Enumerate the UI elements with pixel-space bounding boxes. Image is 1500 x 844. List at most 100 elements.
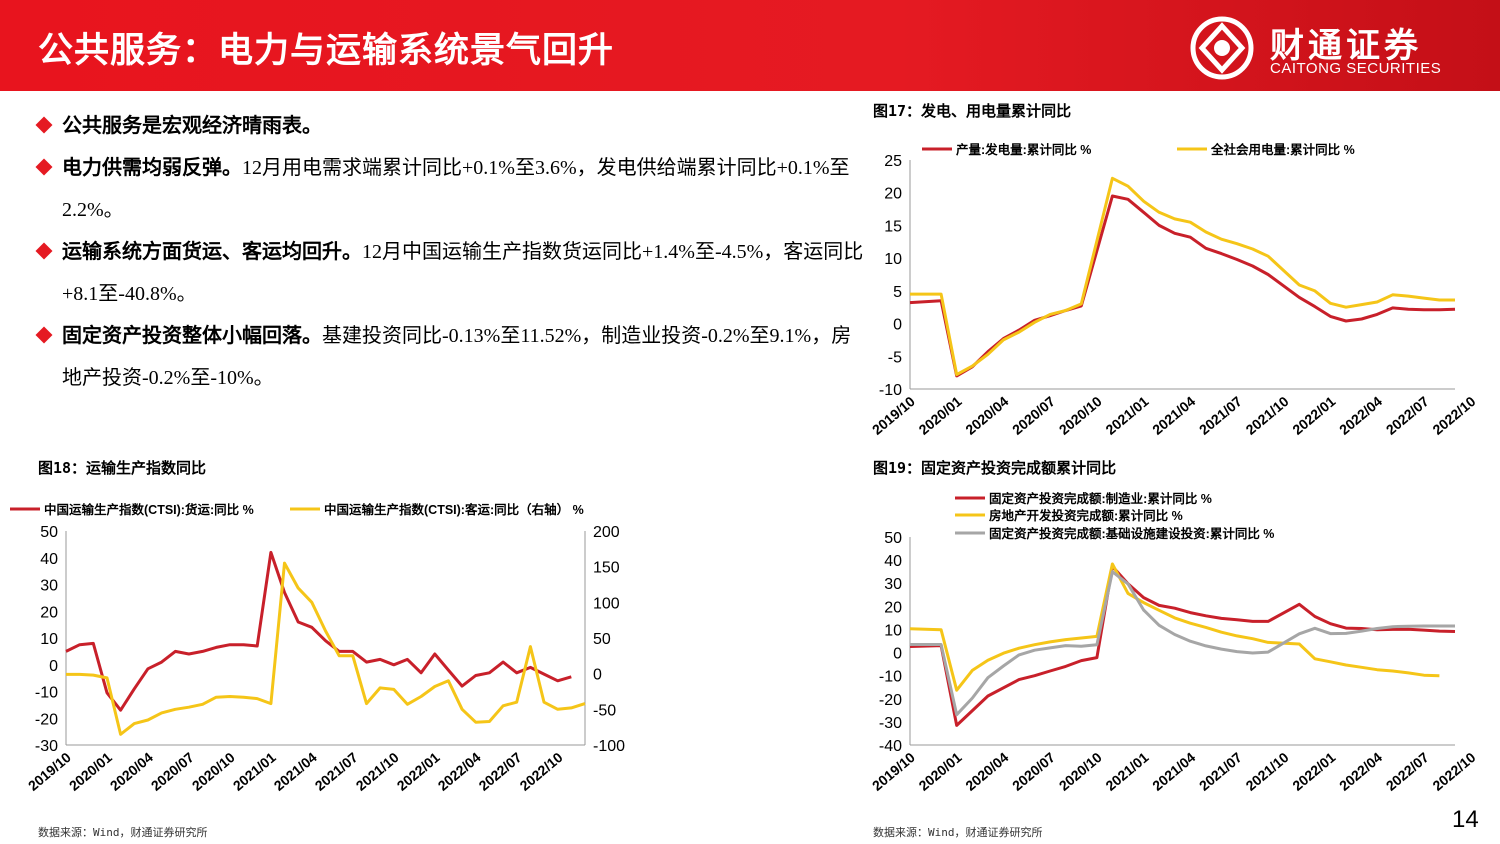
fig18-y-tick-label: -10 [35,685,58,702]
fig18-legend-label: 中国运输生产指数(CTSI):货运:同比 % [44,502,254,517]
fig17-y-tick-label: 25 [884,153,902,170]
fig17-x-tick-label: 2020/10 [1056,393,1105,438]
source-note-left: 数据来源：Wind，财通证券研究所 [38,826,208,839]
fig17-y-tick-label: 15 [884,218,902,235]
fig19-x-tick-label: 2019/10 [869,749,918,794]
fig18-y2-tick-label: 50 [593,631,611,648]
bullet-heading: 电力供需均弱反弹。 [62,155,242,179]
fig17-legend-label: 全社会用电量:累计同比 % [1210,142,1355,157]
fig18-x-tick-label: 2019/10 [25,749,74,794]
fig18-y2-tick-label: 200 [593,524,620,541]
fig19-x-tick-label: 2022/04 [1336,749,1385,794]
fig19-legend-label: 固定资产投资完成额:制造业:累计同比 % [989,491,1212,506]
fig17-x-tick-label: 2020/07 [1009,393,1058,438]
fig18-series-line [66,561,586,736]
brand-logo: 财通证券 CAITONG SECURITIES [1190,14,1490,84]
fig18-x-tick-label: 2022/07 [476,749,525,794]
fig18-y-tick-label: 40 [40,551,58,568]
fig19-title: 图19：固定资产投资完成额累计同比 [873,459,1117,477]
header-bar: 公共服务：电力与运输系统景气回升 财通证券 CAITONG SECURITIES [0,0,1500,91]
fig18-y2-tick-label: -50 [593,702,616,719]
fig18-series-line [65,550,572,712]
fig18-y2-tick-label: 0 [593,667,602,684]
fig19-x-tick-label: 2022/01 [1289,749,1338,794]
fig18-legend-label: 中国运输生产指数(CTSI):客运:同比（右轴） % [324,502,584,517]
fig17-x-tick-label: 2020/04 [962,393,1011,438]
fig17-x-tick-label: 2022/07 [1383,393,1432,438]
fig19-y-tick-label: 40 [884,553,902,570]
fig18-x-tick-label: 2020/01 [66,749,115,794]
fig18-x-tick-label: 2022/10 [517,749,566,794]
fig19-y-tick-label: 20 [884,599,902,616]
fig18-x-tick-label: 2020/10 [189,749,238,794]
fig18-y-tick-label: 50 [40,524,58,541]
fig19-y-tick-label: 50 [884,530,902,547]
fig17-x-tick-label: 2021/01 [1102,393,1151,438]
fig19-x-tick-label: 2020/10 [1056,749,1105,794]
fig17-title: 图17：发电、用电量累计同比 [873,102,1072,120]
fig17-y-tick-label: 5 [893,284,902,301]
fig19-y-tick-label: -40 [879,738,902,755]
fig18-y-tick-label: -20 [35,711,58,728]
bullet-body: 12月中国运输生产指数货运同比+1.4%至-4.5%，客运同比+8.1至-40.… [62,241,864,305]
fig17-x-tick-label: 2021/10 [1243,393,1292,438]
fig19-x-tick-label: 2021/07 [1196,749,1245,794]
fig17-x-tick-label: 2022/01 [1289,393,1338,438]
fig18-x-tick-label: 2021/10 [353,749,402,794]
bullet-body: 12月用电需求端累计同比+0.1%至3.6%，发电供给端累计同比+0.1%至2.… [62,157,850,221]
page-number: 14 [1452,806,1479,833]
fig17-legend-label: 产量:发电量:累计同比 % [956,142,1091,157]
fig17-y-tick-label: 0 [893,317,902,334]
fig18-y-tick-label: -30 [35,738,58,755]
bullet-heading: 固定资产投资整体小幅回落。 [62,323,322,347]
page-title: 公共服务：电力与运输系统景气回升 [38,31,615,71]
fig18-y-tick-label: 20 [40,604,58,621]
fig17-x-tick-label: 2020/01 [916,393,965,438]
fig17-y-tick-label: 20 [884,186,902,203]
fig19-series-line [909,562,1440,692]
fig19-legend-label: 固定资产投资完成额:基础设施建设投资:累计同比 % [989,526,1274,541]
fig18-x-tick-label: 2021/07 [312,749,361,794]
fig19-y-tick-label: -20 [879,692,902,709]
fig19-y-tick-label: -30 [879,715,902,732]
fig19-x-tick-label: 2021/04 [1149,749,1198,794]
fig18-y2-tick-label: 150 [593,560,620,577]
fig19-x-tick-label: 2022/07 [1383,749,1432,794]
bullet-body: 基建投资同比-0.13%至11.52%，制造业投资-0.2%至9.1%，房地产投… [62,325,852,389]
fig19-x-tick-label: 2020/01 [916,749,965,794]
fig19-x-tick-label: 2022/10 [1429,749,1478,794]
fig19-x-tick-label: 2020/04 [962,749,1011,794]
summary-bullets: 公共服务是宏观经济晴雨表。 电力供需均弱反弹。12月用电需求端累计同比+0.1%… [35,105,866,399]
fig19-x-tick-label: 2020/07 [1009,749,1058,794]
fig18-x-tick-label: 2022/04 [435,749,484,794]
fig18-y-tick-label: 0 [49,658,58,675]
fig19-series-line [910,570,1455,717]
fig17-y-tick-label: -5 [888,349,902,366]
fig18-y2-tick-label: -100 [593,738,625,755]
fig17-y-tick-label: -10 [879,382,902,399]
fig18-y-tick-label: 10 [40,631,58,648]
bullet-item: 运输系统方面货运、客运均回升。12月中国运输生产指数货运同比+1.4%至-4.5… [35,231,866,315]
fig17-y-tick-label: 10 [884,251,902,268]
fig19-y-tick-label: 10 [884,622,902,639]
fig17-series-line [910,176,1455,377]
fig18-x-tick-label: 2021/04 [271,749,320,794]
logo-english-name: CAITONG SECURITIES [1270,60,1442,77]
bullet-item: 电力供需均弱反弹。12月用电需求端累计同比+0.1%至3.6%，发电供给端累计同… [35,147,866,231]
fig18-y-tick-label: 30 [40,578,58,595]
fig17-x-tick-label: 2022/10 [1429,393,1478,438]
fig19-x-tick-label: 2021/10 [1243,749,1292,794]
fig18-x-tick-label: 2022/01 [394,749,443,794]
bullet-heading: 运输系统方面货运、客运均回升。 [62,239,362,263]
fig19-series-line [909,564,1456,727]
fig19-x-tick-label: 2021/01 [1102,749,1151,794]
source-note-right: 数据来源：Wind，财通证券研究所 [873,826,1043,839]
fig18-y2-tick-label: 100 [593,595,620,612]
fig19-y-tick-label: -10 [879,669,902,686]
bullet-heading: 公共服务是宏观经济晴雨表。 [62,113,322,137]
fig18-x-tick-label: 2020/04 [107,749,156,794]
fig19-y-tick-label: 0 [893,646,902,663]
fig17-x-tick-label: 2022/04 [1336,393,1385,438]
fig17-x-tick-label: 2021/04 [1149,393,1198,438]
